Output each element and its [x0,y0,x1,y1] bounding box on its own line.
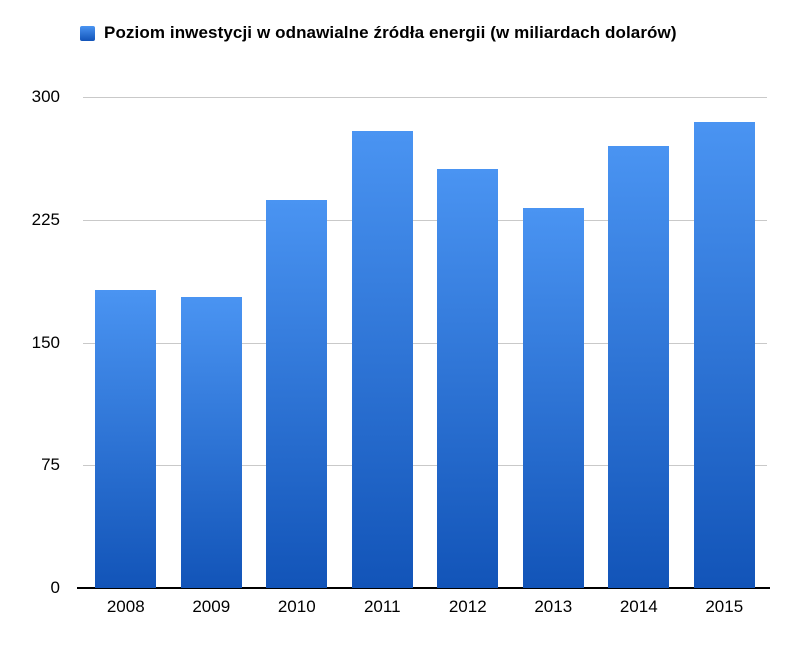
x-axis-line [77,587,770,589]
x-axis: 2008 2009 2010 2011 2012 2013 2014 2015 [83,596,767,620]
bar-2015 [693,121,755,588]
bar-2013 [522,208,584,588]
y-axis-label-225: 225 [31,209,60,229]
y-axis: 0 75 150 225 300 [0,0,60,648]
y-axis-label-150: 150 [31,332,60,352]
y-axis-label-300: 300 [31,87,60,106]
gridline-150 [83,342,767,344]
gridline-225 [83,219,767,221]
x-axis-label-2011: 2011 [363,597,401,616]
x-axis-label-2012: 2012 [448,597,487,616]
y-axis-label-0: 0 [50,578,60,597]
bar-2009 [180,296,242,588]
x-axis-label-2010: 2010 [277,597,316,616]
bar-2008 [95,290,157,588]
chart-title: Poziom inwestycji w odnawialne źródła en… [104,23,677,42]
chart-legend: Poziom inwestycji w odnawialne źródła en… [80,23,677,43]
bar-2012 [437,169,499,588]
x-axis-label-2015: 2015 [705,597,744,616]
bar-2010 [266,200,328,588]
legend-swatch-icon [80,25,95,41]
x-axis-label-2014: 2014 [619,597,658,616]
bar-2014 [608,146,670,588]
x-axis-label-2013: 2013 [534,597,573,616]
x-axis-label-2009: 2009 [192,597,231,616]
gridline-300 [83,97,767,98]
plot-area [77,97,770,589]
bar-2011 [351,131,413,588]
gridline-75 [83,465,767,467]
y-axis-label-75: 75 [41,455,60,475]
x-axis-label-2008: 2008 [106,597,145,616]
